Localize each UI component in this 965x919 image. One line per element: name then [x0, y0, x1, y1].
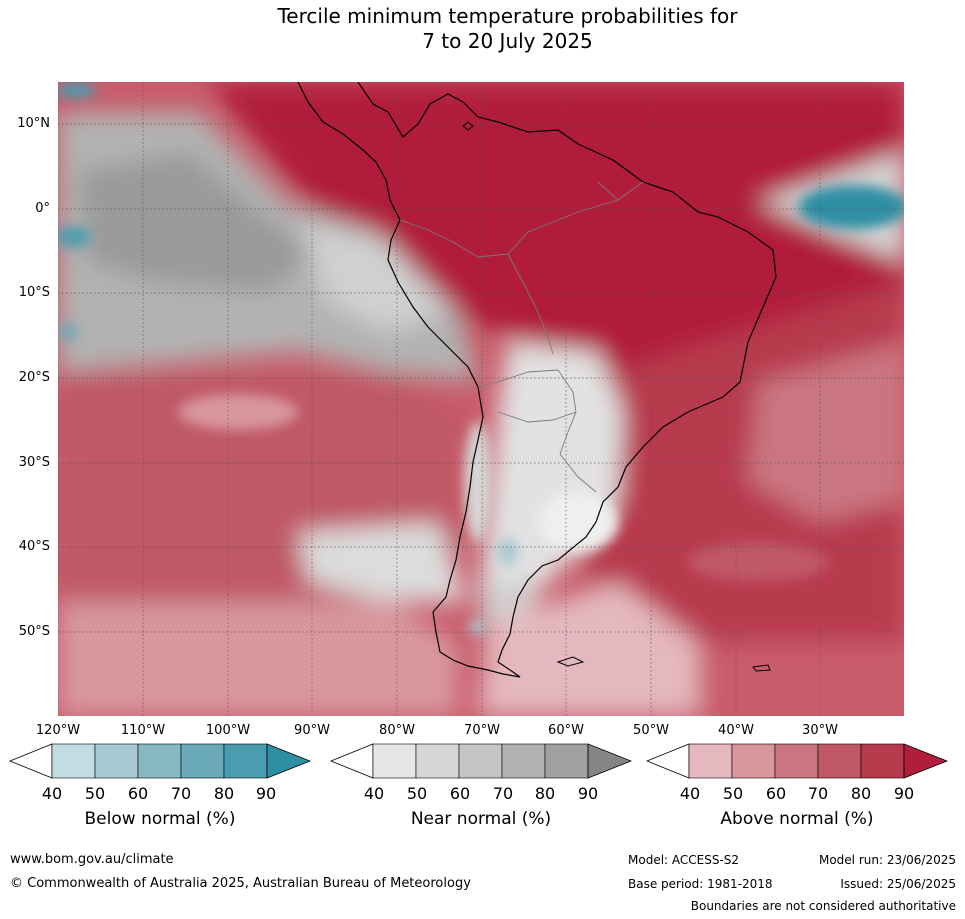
colorbar-title-below: Below normal (%): [84, 809, 236, 829]
colorbar-extend-low: [9, 743, 53, 779]
colorbar-segment: [94, 743, 139, 779]
base-period: Base period: 1981-2018: [628, 877, 773, 891]
colorbar-tick: 40: [363, 784, 385, 803]
colorbar-tick: 90: [893, 784, 915, 803]
lon-label: 80°W: [379, 723, 415, 738]
colorbar-tick: 60: [127, 784, 149, 803]
colorbar-segment: [180, 743, 225, 779]
colorbar-tick: 70: [492, 784, 514, 803]
colorbar-tick: 40: [679, 784, 701, 803]
lat-label: 20°S: [18, 370, 50, 385]
lat-label: 30°S: [18, 455, 50, 470]
colorbar-segment: [731, 743, 776, 779]
lon-label: 110°W: [120, 723, 166, 738]
lon-label: 40°W: [718, 723, 754, 738]
colorbar-segment: [817, 743, 862, 779]
issued-date: Issued: 25/06/2025: [840, 877, 956, 891]
colorbar-tick: 80: [534, 784, 556, 803]
website-link[interactable]: www.bom.gov.au/climate: [10, 852, 174, 867]
colorbar-above-normal: [646, 743, 948, 779]
lon-label: 60°W: [548, 723, 584, 738]
copyright-text: © Commonwealth of Australia 2025, Austra…: [10, 876, 471, 891]
lon-label: 50°W: [633, 723, 669, 738]
colorbar-extend-low: [330, 743, 374, 779]
colorbar-segment: [51, 743, 96, 779]
colorbar-segment: [688, 743, 733, 779]
model-name: Model: ACCESS-S2: [628, 853, 740, 867]
colorbar-near-normal: [330, 743, 632, 779]
colorbar-below-normal: [9, 743, 311, 779]
country-borders: [399, 181, 644, 493]
lat-label: 0°: [35, 201, 50, 216]
probability-detail: [58, 82, 904, 633]
coastline-south-america: [297, 82, 777, 678]
colorbar-tick: 40: [41, 784, 63, 803]
colorbar-segment: [501, 743, 546, 779]
colorbar-extend-high: [266, 743, 311, 779]
colorbar-segment: [774, 743, 819, 779]
lon-label: 120°W: [35, 723, 81, 738]
colorbar-tick: 50: [406, 784, 428, 803]
colorbar-tick: 50: [84, 784, 106, 803]
colorbar-tick: 90: [255, 784, 277, 803]
colorbar-extend-high: [587, 743, 632, 779]
colorbar-segment: [223, 743, 268, 779]
colorbar-tick: 50: [722, 784, 744, 803]
title-line-2: 7 to 20 July 2025: [422, 29, 593, 53]
boundaries-disclaimer: Boundaries are not considered authoritat…: [690, 899, 956, 913]
lat-label: 40°S: [18, 539, 50, 554]
colorbar-segment: [137, 743, 182, 779]
colorbar-tick: 60: [449, 784, 471, 803]
model-run: Model run: 23/06/2025: [818, 853, 956, 867]
colorbar-tick: 60: [765, 784, 787, 803]
colorbar-title-above: Above normal (%): [720, 809, 874, 829]
probability-map: [58, 82, 904, 716]
colorbar-title-near: Near normal (%): [410, 809, 552, 829]
colorbar-tick: 70: [170, 784, 192, 803]
colorbar-segment: [372, 743, 417, 779]
lat-label: 50°S: [18, 624, 50, 639]
colorbar-segment: [860, 743, 905, 779]
lat-label: 10°N: [17, 116, 50, 131]
islands: [462, 121, 771, 672]
colorbar-extend-low: [646, 743, 690, 779]
lat-label: 10°S: [18, 285, 50, 300]
colorbar-extend-high: [903, 743, 948, 779]
colorbar-tick: 80: [850, 784, 872, 803]
title-line-1: Tercile minimum temperature probabilitie…: [277, 4, 738, 28]
lon-label: 30°W: [802, 723, 838, 738]
probability-field: [58, 82, 904, 716]
lon-label: 100°W: [205, 723, 251, 738]
graticule: [58, 82, 904, 716]
colorbar-segment: [458, 743, 503, 779]
colorbar-tick: 70: [807, 784, 829, 803]
lon-label: 70°W: [464, 723, 500, 738]
lon-label: 90°W: [294, 723, 330, 738]
map-title: Tercile minimum temperature probabilitie…: [0, 4, 965, 54]
colorbar-tick: 80: [213, 784, 235, 803]
colorbar-segment: [415, 743, 460, 779]
colorbar-tick: 90: [577, 784, 599, 803]
colorbar-segment: [544, 743, 589, 779]
